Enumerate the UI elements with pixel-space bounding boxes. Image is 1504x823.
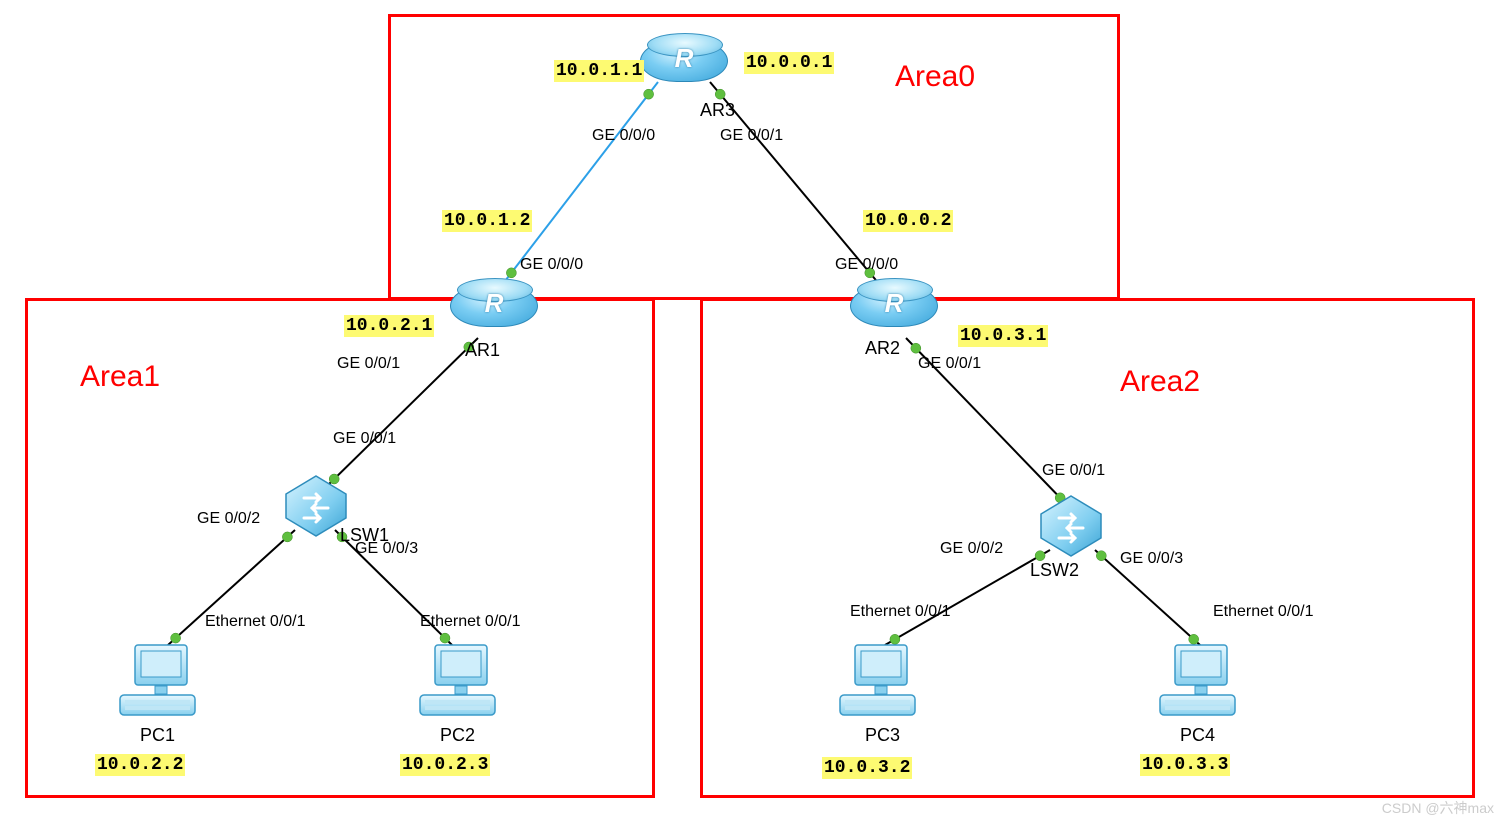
label-pc4: PC4 (1180, 725, 1215, 746)
pc1[interactable] (115, 640, 205, 720)
port-label: GE 0/0/0 (592, 127, 655, 145)
ip-ar2-g000: 10.0.0.2 (863, 210, 953, 232)
pc4[interactable] (1155, 640, 1245, 720)
ip-pc2: 10.0.2.3 (400, 754, 490, 776)
ip-ar1-g000: 10.0.1.2 (442, 210, 532, 232)
pc2[interactable] (415, 640, 505, 720)
label-lsw2: LSW2 (1030, 560, 1079, 581)
ip-pc3: 10.0.3.2 (822, 757, 912, 779)
port-label: GE 0/0/1 (1042, 462, 1105, 480)
port-label: Ethernet 0/0/1 (1213, 603, 1314, 621)
port-label: Ethernet 0/0/1 (420, 613, 521, 631)
ip-pc1: 10.0.2.2 (95, 754, 185, 776)
port-label: GE 0/0/1 (337, 355, 400, 373)
port-label: GE 0/0/2 (197, 510, 260, 528)
port-label: GE 0/0/1 (720, 127, 783, 145)
port-label: Ethernet 0/0/1 (205, 613, 306, 631)
area0-label: Area0 (895, 60, 975, 94)
ip-ar1-g001: 10.0.2.1 (344, 315, 434, 337)
label-ar1: AR1 (465, 340, 500, 361)
port-label: GE 0/0/0 (520, 256, 583, 274)
port-label: GE 0/0/3 (355, 540, 418, 558)
router-ar3[interactable]: R (640, 40, 726, 96)
watermark: CSDN @六神max (1382, 798, 1494, 818)
label-pc1: PC1 (140, 725, 175, 746)
label-pc3: PC3 (865, 725, 900, 746)
ip-ar3-g001: 10.0.0.1 (744, 52, 834, 74)
port-label: GE 0/0/2 (940, 540, 1003, 558)
pc3[interactable] (835, 640, 925, 720)
switch-lsw2[interactable] (1035, 490, 1107, 562)
ip-ar2-g001: 10.0.3.1 (958, 325, 1048, 347)
port-label: GE 0/0/1 (918, 355, 981, 373)
port-label: GE 0/0/0 (835, 256, 898, 274)
area1-label: Area1 (80, 360, 160, 394)
port-label: GE 0/0/3 (1120, 550, 1183, 568)
label-pc2: PC2 (440, 725, 475, 746)
router-ar2[interactable]: R (850, 285, 936, 341)
diagram-canvas: Area0 Area1 Area2 R R R (0, 0, 1504, 823)
port-label: Ethernet 0/0/1 (850, 603, 951, 621)
label-ar2: AR2 (865, 338, 900, 359)
ip-pc4: 10.0.3.3 (1140, 754, 1230, 776)
ip-ar3-g000: 10.0.1.1 (554, 60, 644, 82)
port-label: GE 0/0/1 (333, 430, 396, 448)
area2-label: Area2 (1120, 365, 1200, 399)
label-ar3: AR3 (700, 100, 735, 121)
router-ar1[interactable]: R (450, 285, 536, 341)
